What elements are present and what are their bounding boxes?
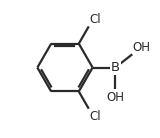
Text: B: B	[111, 61, 120, 74]
Text: Cl: Cl	[90, 110, 101, 123]
Text: OH: OH	[133, 41, 151, 54]
Text: OH: OH	[106, 91, 124, 104]
Text: Cl: Cl	[90, 13, 101, 26]
